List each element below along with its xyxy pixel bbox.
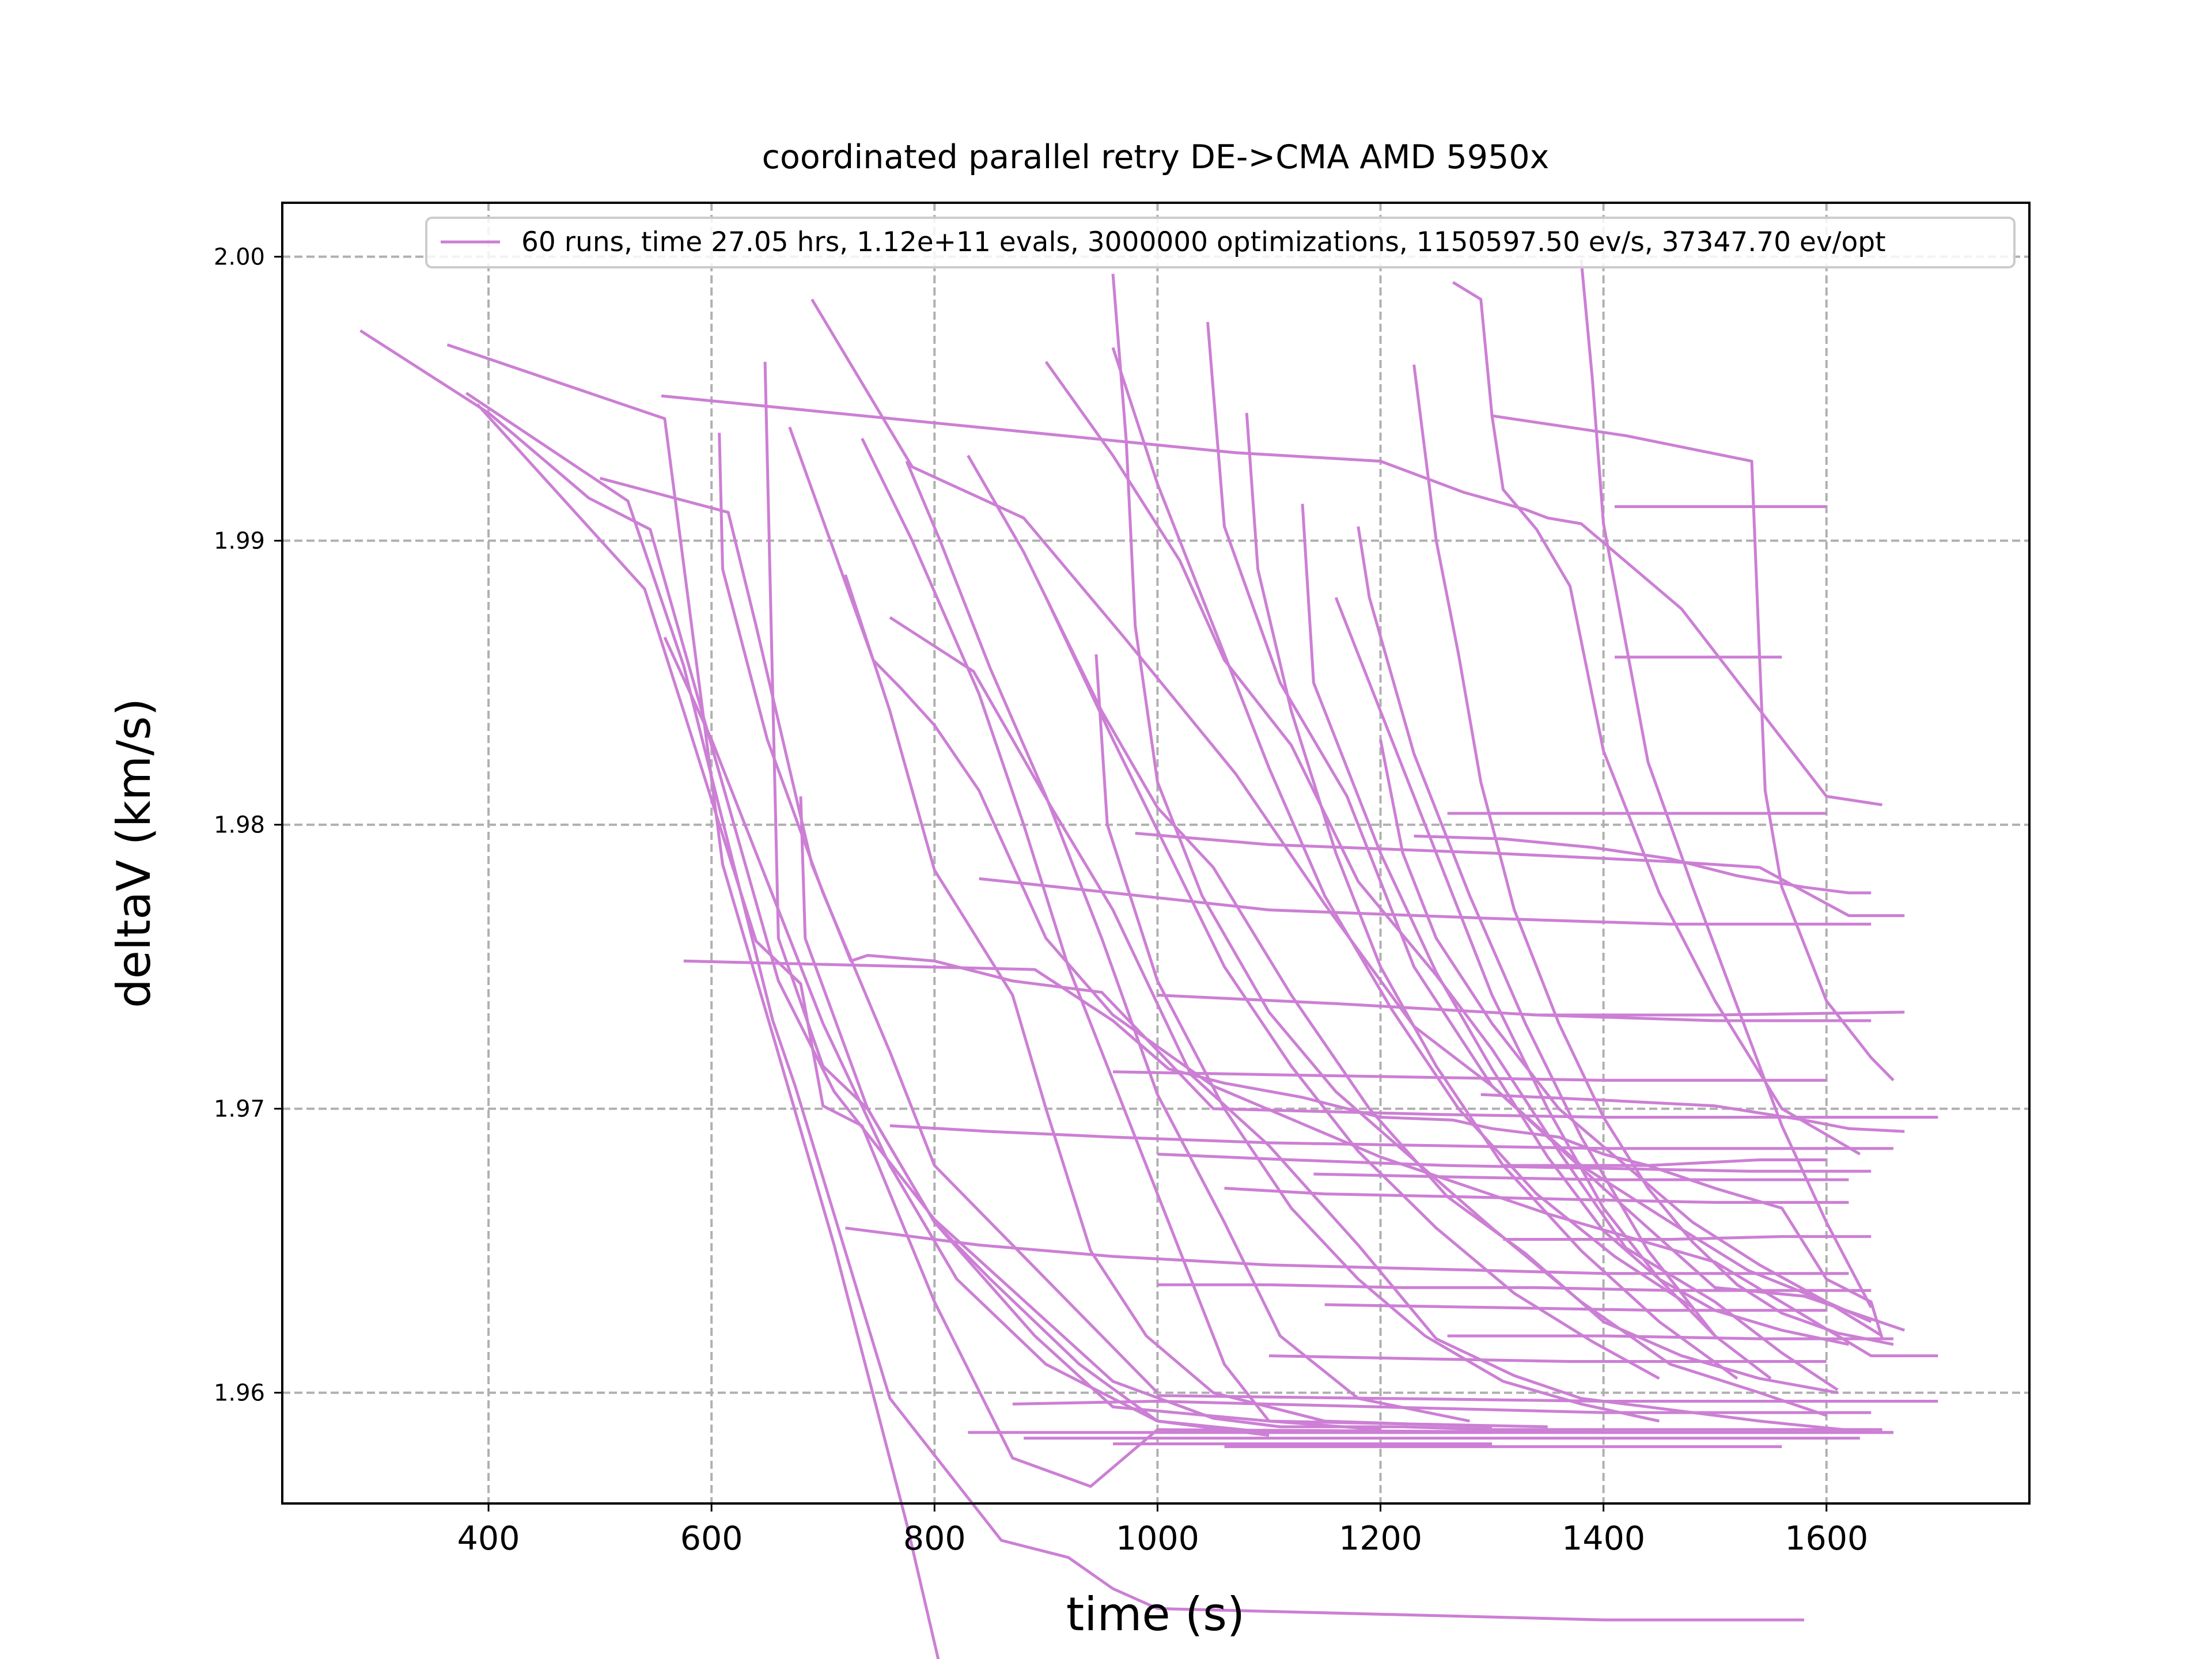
series-line-run-25: [979, 877, 1872, 926]
series-line-run-40: [1268, 1354, 1827, 1363]
y-tick-label: 1.99: [214, 528, 265, 555]
series-line-run-58: [1111, 347, 1694, 1309]
series-line-run-26: [1536, 1010, 1905, 1017]
series-line-run-33: [1313, 1172, 1849, 1181]
x-tick-label: 1600: [1785, 1520, 1868, 1558]
series-line-run-11: [967, 454, 1838, 1395]
series-line-run-55: [1245, 412, 1738, 1380]
ticks: 400 600 800 1000 1200 1400 1600 1.96 1.97 1.98 1.9…: [214, 244, 1868, 1558]
series-line-run-35: [845, 1226, 1849, 1275]
series-line-run-17: [1452, 281, 1861, 1156]
series-line-run-57: [663, 637, 1270, 1437]
series-line-run-54: [1357, 526, 1717, 1337]
series-line-run-60: [1379, 739, 1872, 1323]
series-line-run-6: [683, 959, 1884, 1339]
series-line-run-37: [1157, 1283, 1872, 1292]
series-line-run-5: [661, 394, 1883, 806]
y-axis-label: deltaV (km/s): [107, 698, 161, 1008]
series-line-run-42: [1157, 1394, 1938, 1403]
series-line-run-14: [1206, 321, 1883, 1338]
series-line-run-1: [359, 329, 1883, 1431]
legend: 60 runs, time 27.05 hrs, 1.12e+11 evals,…: [425, 217, 2016, 268]
x-tick-label: 600: [680, 1520, 743, 1558]
series-line-run-38: [1324, 1303, 1827, 1312]
series-line-run-36: [1503, 1235, 1872, 1241]
x-axis-label: time (s): [1066, 1588, 1245, 1641]
series-line-run-29: [1480, 1093, 1905, 1133]
series-line-run-18: [1580, 259, 1873, 1308]
series-line-run-24: [1135, 832, 1905, 917]
chart-title: coordinated parallel retry DE->CMA AMD 5…: [762, 138, 1550, 176]
series-line-run-50: [718, 433, 1159, 1394]
series-line-run-15: [1301, 503, 1849, 1346]
series-line-run-27: [1157, 994, 1872, 1022]
axes-frame: [281, 202, 2031, 1505]
series-line-run-30: [889, 1124, 1893, 1150]
series-line-run-19: [1491, 414, 1895, 1082]
series-line-run-56: [1334, 597, 1772, 1380]
series-line-run-51: [861, 438, 1381, 1431]
series-line-run-13: [1111, 274, 1827, 1417]
plot-area: [359, 259, 1938, 1659]
x-tick-label: 800: [903, 1520, 966, 1558]
series-line-run-32: [1503, 1158, 1827, 1167]
y-tick-label: 2.00: [214, 244, 265, 271]
series-line-run-34: [1224, 1187, 1849, 1204]
series-line-run-53: [1094, 654, 1660, 1423]
series-line-run-23: [1414, 834, 1872, 895]
series-line-run-28: [1112, 1070, 1827, 1082]
series-line-run-7: [599, 476, 1938, 1119]
series-line-run-3: [465, 392, 1804, 1622]
y-tick-label: 1.96: [214, 1380, 265, 1407]
legend-label: 60 runs, time 27.05 hrs, 1.12e+11 evals,…: [521, 226, 1886, 258]
series-line-run-47: [844, 574, 1493, 1429]
y-tick-label: 1.98: [214, 812, 265, 839]
x-tick-label: 1000: [1116, 1520, 1199, 1558]
series-line-run-16: [1412, 364, 1894, 1346]
x-tick-label: 400: [457, 1520, 520, 1558]
series-line-run-49: [799, 796, 1548, 1429]
x-tick-label: 1400: [1562, 1520, 1645, 1558]
series-line-run-59: [1044, 597, 1660, 1380]
series-line-run-2: [446, 343, 940, 1659]
x-tick-label: 1200: [1339, 1520, 1422, 1558]
y-tick-label: 1.97: [214, 1096, 265, 1123]
legend-box: [425, 217, 2016, 268]
series-line-run-52: [905, 460, 1470, 1423]
series-line-run-41: [1012, 1400, 1872, 1414]
